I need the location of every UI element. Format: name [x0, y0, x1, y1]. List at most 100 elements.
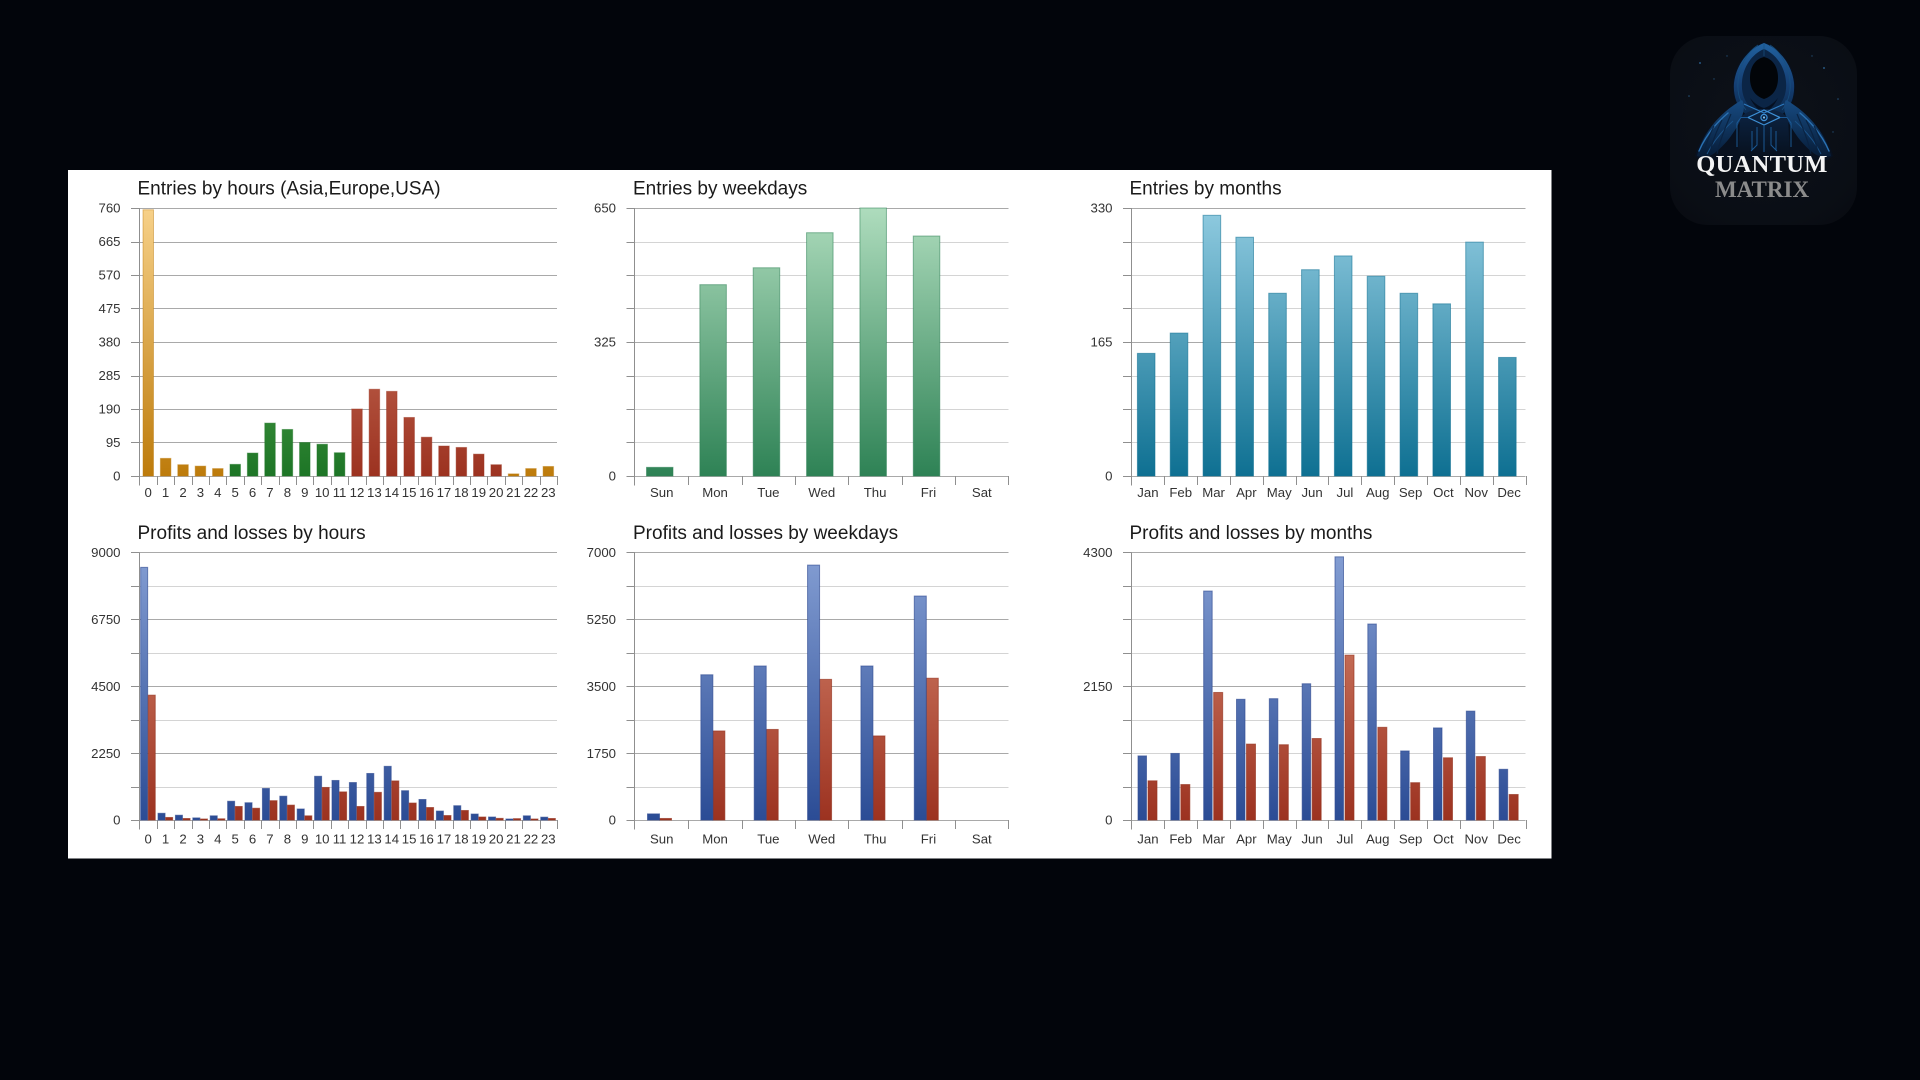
svg-text:3: 3	[197, 485, 204, 500]
svg-text:0: 0	[113, 813, 120, 828]
svg-text:1: 1	[162, 485, 169, 500]
svg-text:19: 19	[471, 832, 486, 847]
svg-text:Thu: Thu	[864, 485, 887, 500]
svg-text:10: 10	[315, 832, 330, 847]
svg-text:10: 10	[315, 485, 330, 500]
svg-text:Sep: Sep	[1399, 485, 1422, 500]
svg-text:QUANTUM: QUANTUM	[1696, 151, 1827, 178]
svg-text:Nov: Nov	[1465, 832, 1489, 847]
svg-text:6: 6	[249, 485, 256, 500]
svg-text:21: 21	[506, 485, 521, 500]
svg-text:380: 380	[98, 335, 120, 350]
svg-text:2150: 2150	[1083, 679, 1112, 694]
svg-text:23: 23	[541, 485, 556, 500]
svg-text:Mar: Mar	[1202, 485, 1225, 500]
svg-text:18: 18	[454, 832, 469, 847]
svg-text:4500: 4500	[91, 679, 120, 694]
svg-text:3500: 3500	[587, 679, 616, 694]
svg-text:5: 5	[232, 832, 239, 847]
svg-text:5: 5	[232, 485, 239, 500]
svg-text:19: 19	[471, 485, 486, 500]
svg-text:Feb: Feb	[1169, 485, 1192, 500]
svg-text:17: 17	[437, 485, 452, 500]
svg-text:MATRIX: MATRIX	[1715, 177, 1810, 202]
svg-text:650: 650	[594, 201, 616, 216]
svg-text:Apr: Apr	[1236, 485, 1257, 500]
svg-text:7000: 7000	[587, 545, 616, 560]
svg-text:7: 7	[266, 485, 273, 500]
svg-text:7: 7	[266, 832, 273, 847]
svg-text:Sun: Sun	[650, 485, 673, 500]
svg-text:Fri: Fri	[921, 832, 936, 847]
svg-text:Mon: Mon	[702, 485, 728, 500]
svg-text:Jul: Jul	[1336, 832, 1353, 847]
svg-text:11: 11	[333, 832, 347, 847]
svg-text:4: 4	[214, 832, 221, 847]
svg-text:15: 15	[402, 485, 417, 500]
svg-text:0: 0	[609, 813, 616, 828]
svg-text:2: 2	[179, 485, 186, 500]
svg-text:Entries by hours (Asia,Europe,: Entries by hours (Asia,Europe,USA)	[138, 179, 441, 200]
svg-text:Oct: Oct	[1433, 485, 1454, 500]
svg-text:15: 15	[402, 832, 417, 847]
svg-text:2250: 2250	[91, 746, 120, 761]
svg-text:Apr: Apr	[1236, 832, 1257, 847]
svg-text:665: 665	[98, 234, 120, 249]
svg-text:13: 13	[367, 485, 382, 500]
svg-text:Wed: Wed	[808, 485, 835, 500]
svg-text:Oct: Oct	[1433, 832, 1454, 847]
svg-text:14: 14	[384, 832, 399, 847]
svg-text:12: 12	[350, 485, 365, 500]
svg-text:21: 21	[506, 832, 521, 847]
svg-text:Jun: Jun	[1301, 485, 1322, 500]
svg-text:May: May	[1267, 832, 1292, 847]
svg-text:Sat: Sat	[972, 485, 992, 500]
svg-text:1: 1	[162, 832, 169, 847]
svg-text:11: 11	[333, 485, 347, 500]
svg-text:22: 22	[524, 832, 539, 847]
svg-text:190: 190	[98, 402, 120, 417]
svg-text:Feb: Feb	[1169, 832, 1192, 847]
svg-text:1750: 1750	[587, 746, 616, 761]
svg-text:16: 16	[419, 485, 434, 500]
svg-text:Sat: Sat	[972, 832, 992, 847]
svg-text:0: 0	[113, 469, 120, 484]
svg-text:Dec: Dec	[1497, 485, 1521, 500]
svg-text:330: 330	[1090, 201, 1112, 216]
svg-text:22: 22	[524, 485, 539, 500]
svg-text:Aug: Aug	[1366, 832, 1389, 847]
svg-text:Dec: Dec	[1497, 832, 1521, 847]
svg-text:5250: 5250	[587, 612, 616, 627]
svg-text:20: 20	[489, 832, 504, 847]
svg-text:16: 16	[419, 832, 434, 847]
svg-text:Profits and losses by months: Profits and losses by months	[1130, 523, 1373, 544]
svg-text:13: 13	[367, 832, 382, 847]
svg-text:9000: 9000	[91, 545, 120, 560]
svg-text:12: 12	[350, 832, 365, 847]
svg-text:2: 2	[179, 832, 186, 847]
svg-text:Mon: Mon	[702, 832, 728, 847]
svg-text:Profits and losses by weekdays: Profits and losses by weekdays	[633, 523, 898, 544]
svg-text:760: 760	[98, 201, 120, 216]
svg-text:Entries by months: Entries by months	[1130, 179, 1282, 200]
svg-text:18: 18	[454, 485, 469, 500]
svg-text:325: 325	[594, 335, 616, 350]
svg-text:3: 3	[197, 832, 204, 847]
svg-text:95: 95	[106, 435, 121, 450]
svg-text:Tue: Tue	[757, 832, 779, 847]
svg-text:Thu: Thu	[864, 832, 887, 847]
svg-text:Profits and losses by hours: Profits and losses by hours	[138, 523, 366, 544]
svg-text:Nov: Nov	[1465, 485, 1489, 500]
svg-text:9: 9	[301, 485, 308, 500]
svg-text:Tue: Tue	[757, 485, 779, 500]
svg-text:6750: 6750	[91, 612, 120, 627]
svg-text:17: 17	[437, 832, 452, 847]
svg-text:0: 0	[145, 485, 152, 500]
svg-text:0: 0	[609, 469, 616, 484]
svg-text:285: 285	[98, 368, 120, 383]
svg-text:May: May	[1267, 485, 1292, 500]
svg-text:475: 475	[98, 301, 120, 316]
svg-text:Mar: Mar	[1202, 832, 1225, 847]
svg-text:Aug: Aug	[1366, 485, 1389, 500]
svg-text:8: 8	[284, 485, 291, 500]
